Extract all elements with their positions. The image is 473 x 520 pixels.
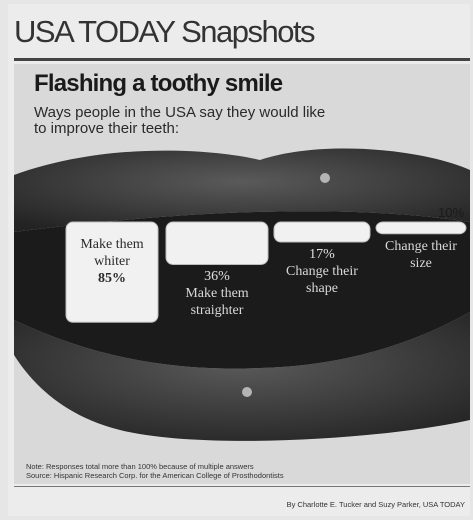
category-label: Change their shape — [286, 264, 358, 297]
tooth-bar-size — [375, 221, 467, 235]
tooth-bar-shape — [273, 221, 371, 243]
bar-label-straighter: 36% Make them straighter — [166, 268, 268, 319]
bar-label-size: Change their size — [376, 238, 466, 272]
value-label: 36% — [204, 269, 230, 285]
byline: By Charlotte E. Tucker and Suzy Parker, … — [286, 500, 465, 509]
footnote: Note: Responses total more than 100% bec… — [26, 462, 466, 480]
category-label: Change their size — [385, 238, 457, 271]
upper-lip — [14, 148, 470, 232]
value-label: 85% — [98, 271, 126, 287]
tooth-bar-whiter — [65, 221, 159, 323]
lip-highlight — [320, 173, 330, 183]
value-label: 17% — [309, 247, 335, 263]
bar-label-whiter: Make them whiter 85% — [66, 236, 158, 287]
category-label: Make them straighter — [185, 286, 249, 319]
value-label-size: 10% — [438, 205, 465, 220]
masthead-rule — [14, 58, 470, 61]
lower-lip — [14, 312, 470, 441]
tooth-bar-straighter — [165, 221, 269, 265]
chart-title: Flashing a toothy smile — [34, 70, 283, 97]
note-text: Note: Responses total more than 100% bec… — [26, 462, 254, 471]
masthead: USA TODAY Snapshots — [14, 14, 316, 49]
source-text: Source: Hispanic Research Corp. for the … — [26, 471, 284, 480]
chart-subtitle: Ways people in the USA say they would li… — [34, 104, 326, 137]
lip-highlight — [242, 387, 252, 397]
category-label: Make them whiter — [80, 237, 144, 270]
credit-rule — [14, 486, 470, 487]
bar-label-shape: 17% Change their shape — [274, 246, 370, 297]
